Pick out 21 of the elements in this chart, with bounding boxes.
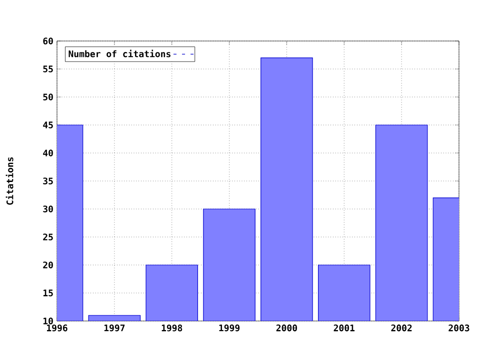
x-tick-label: 1998 bbox=[162, 324, 182, 332]
y-tick-label: 20 bbox=[43, 262, 53, 268]
y-axis-title: Citations bbox=[6, 157, 14, 205]
y-tick-label: 55 bbox=[43, 66, 53, 72]
x-tick-label: 2002 bbox=[391, 324, 412, 332]
y-tick-label: 15 bbox=[43, 290, 53, 296]
y-tick-label: 35 bbox=[43, 178, 53, 184]
x-tick-label: 2000 bbox=[276, 324, 298, 332]
y-tick-label: 10 bbox=[43, 318, 53, 324]
y-tick-label: 30 bbox=[43, 206, 53, 212]
y-tick-label: 40 bbox=[43, 150, 53, 156]
x-tick-label: 1999 bbox=[219, 324, 240, 332]
y-tick-label: 25 bbox=[43, 234, 53, 240]
x-tick-label: 1996 bbox=[47, 324, 68, 332]
legend-label: Number of citations bbox=[68, 50, 170, 58]
x-tick-label: 2003 bbox=[448, 324, 470, 332]
y-tick-label: 60 bbox=[43, 38, 53, 44]
x-tick-label: 1997 bbox=[104, 324, 125, 332]
y-tick-label: 50 bbox=[43, 94, 53, 100]
y-tick-label: 45 bbox=[43, 122, 53, 128]
x-tick-label: 2001 bbox=[334, 324, 355, 332]
